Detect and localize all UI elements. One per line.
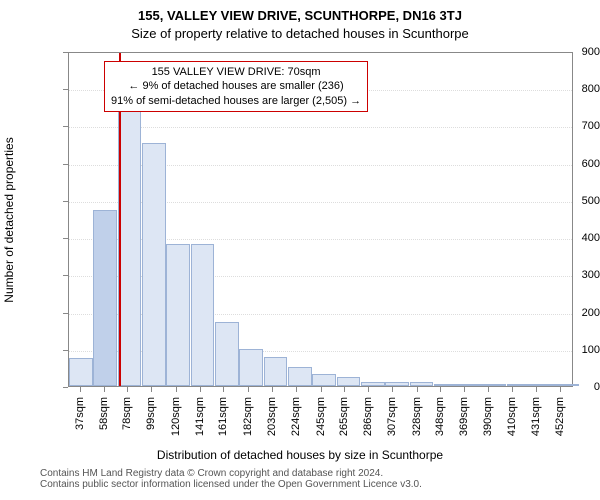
histogram-bar [482, 384, 506, 386]
histogram-bar [288, 367, 312, 386]
x-tick-label: 390sqm [482, 397, 494, 436]
x-tick-mark [296, 387, 297, 392]
grid-line [69, 127, 572, 128]
x-tick-label: 328sqm [411, 397, 423, 436]
x-tick-mark [512, 387, 513, 392]
chart-plot-area: 155 VALLEY VIEW DRIVE: 70sqm← 9% of deta… [68, 52, 573, 387]
x-tick-mark [151, 387, 152, 392]
histogram-bar [191, 244, 215, 386]
histogram-bar [166, 244, 190, 386]
x-tick-mark [176, 387, 177, 392]
x-tick-label: 161sqm [217, 397, 229, 436]
histogram-bar [264, 357, 288, 386]
x-tick-label: 452sqm [554, 397, 566, 436]
histogram-bar [531, 384, 555, 386]
x-tick-label: 120sqm [170, 397, 182, 436]
x-tick-mark [321, 387, 322, 392]
x-tick-label: 348sqm [434, 397, 446, 436]
annotation-box: 155 VALLEY VIEW DRIVE: 70sqm← 9% of deta… [104, 61, 368, 112]
x-tick-label: 265sqm [338, 397, 350, 436]
chart-subtitle: Size of property relative to detached ho… [0, 26, 600, 41]
property-size-histogram: { "title": { "text": "155, VALLEY VIEW D… [0, 0, 600, 500]
histogram-bar [410, 382, 434, 386]
chart-title: 155, VALLEY VIEW DRIVE, SCUNTHORPE, DN16… [0, 8, 600, 23]
histogram-bar [507, 384, 531, 386]
x-tick-label: 78sqm [121, 397, 133, 430]
histogram-bar [118, 102, 142, 386]
x-tick-label: 307sqm [386, 397, 398, 436]
x-axis-label: Distribution of detached houses by size … [0, 448, 600, 462]
x-tick-mark [223, 387, 224, 392]
x-tick-mark [560, 387, 561, 392]
histogram-bar [385, 382, 409, 386]
x-tick-mark [368, 387, 369, 392]
histogram-bar [93, 210, 117, 386]
x-tick-label: 410sqm [506, 397, 518, 436]
x-tick-label: 141sqm [194, 397, 206, 436]
x-tick-label: 182sqm [242, 397, 254, 436]
x-tick-mark [272, 387, 273, 392]
y-axis-label: Number of detached properties [2, 137, 16, 302]
annotation-line-0: 155 VALLEY VIEW DRIVE: 70sqm [111, 65, 361, 79]
annotation-line-1: ← 9% of detached houses are smaller (236… [111, 79, 361, 93]
footer-line-1: Contains HM Land Registry data © Crown c… [40, 468, 422, 479]
x-tick-mark [488, 387, 489, 392]
x-tick-mark [200, 387, 201, 392]
y-tick-mark [63, 387, 68, 388]
x-tick-label: 286sqm [362, 397, 374, 436]
x-tick-mark [248, 387, 249, 392]
x-tick-label: 203sqm [266, 397, 278, 436]
x-tick-mark [392, 387, 393, 392]
x-tick-label: 37sqm [74, 397, 86, 430]
x-tick-mark [80, 387, 81, 392]
footer-line-2: Contains public sector information licen… [40, 479, 422, 490]
histogram-bar [361, 382, 385, 386]
histogram-bar [239, 349, 263, 386]
x-tick-mark [464, 387, 465, 392]
x-tick-mark [127, 387, 128, 392]
x-tick-mark [344, 387, 345, 392]
x-tick-label: 99sqm [145, 397, 157, 430]
histogram-bar [215, 322, 239, 386]
histogram-bar [69, 358, 93, 386]
x-tick-mark [440, 387, 441, 392]
x-tick-mark [104, 387, 105, 392]
histogram-bar [434, 384, 458, 386]
histogram-bar [312, 374, 336, 386]
x-tick-mark [417, 387, 418, 392]
x-tick-label: 245sqm [315, 397, 327, 436]
annotation-line-2: 91% of semi-detached houses are larger (… [111, 94, 361, 108]
footer-attribution: Contains HM Land Registry data © Crown c… [40, 468, 422, 490]
x-tick-label: 224sqm [290, 397, 302, 436]
histogram-bar [458, 384, 482, 386]
x-tick-label: 369sqm [458, 397, 470, 436]
histogram-bar [337, 377, 361, 386]
x-tick-label: 58sqm [98, 397, 110, 430]
x-tick-mark [536, 387, 537, 392]
histogram-bar [555, 384, 579, 386]
x-tick-label: 431sqm [530, 397, 542, 436]
histogram-bar [142, 143, 166, 386]
